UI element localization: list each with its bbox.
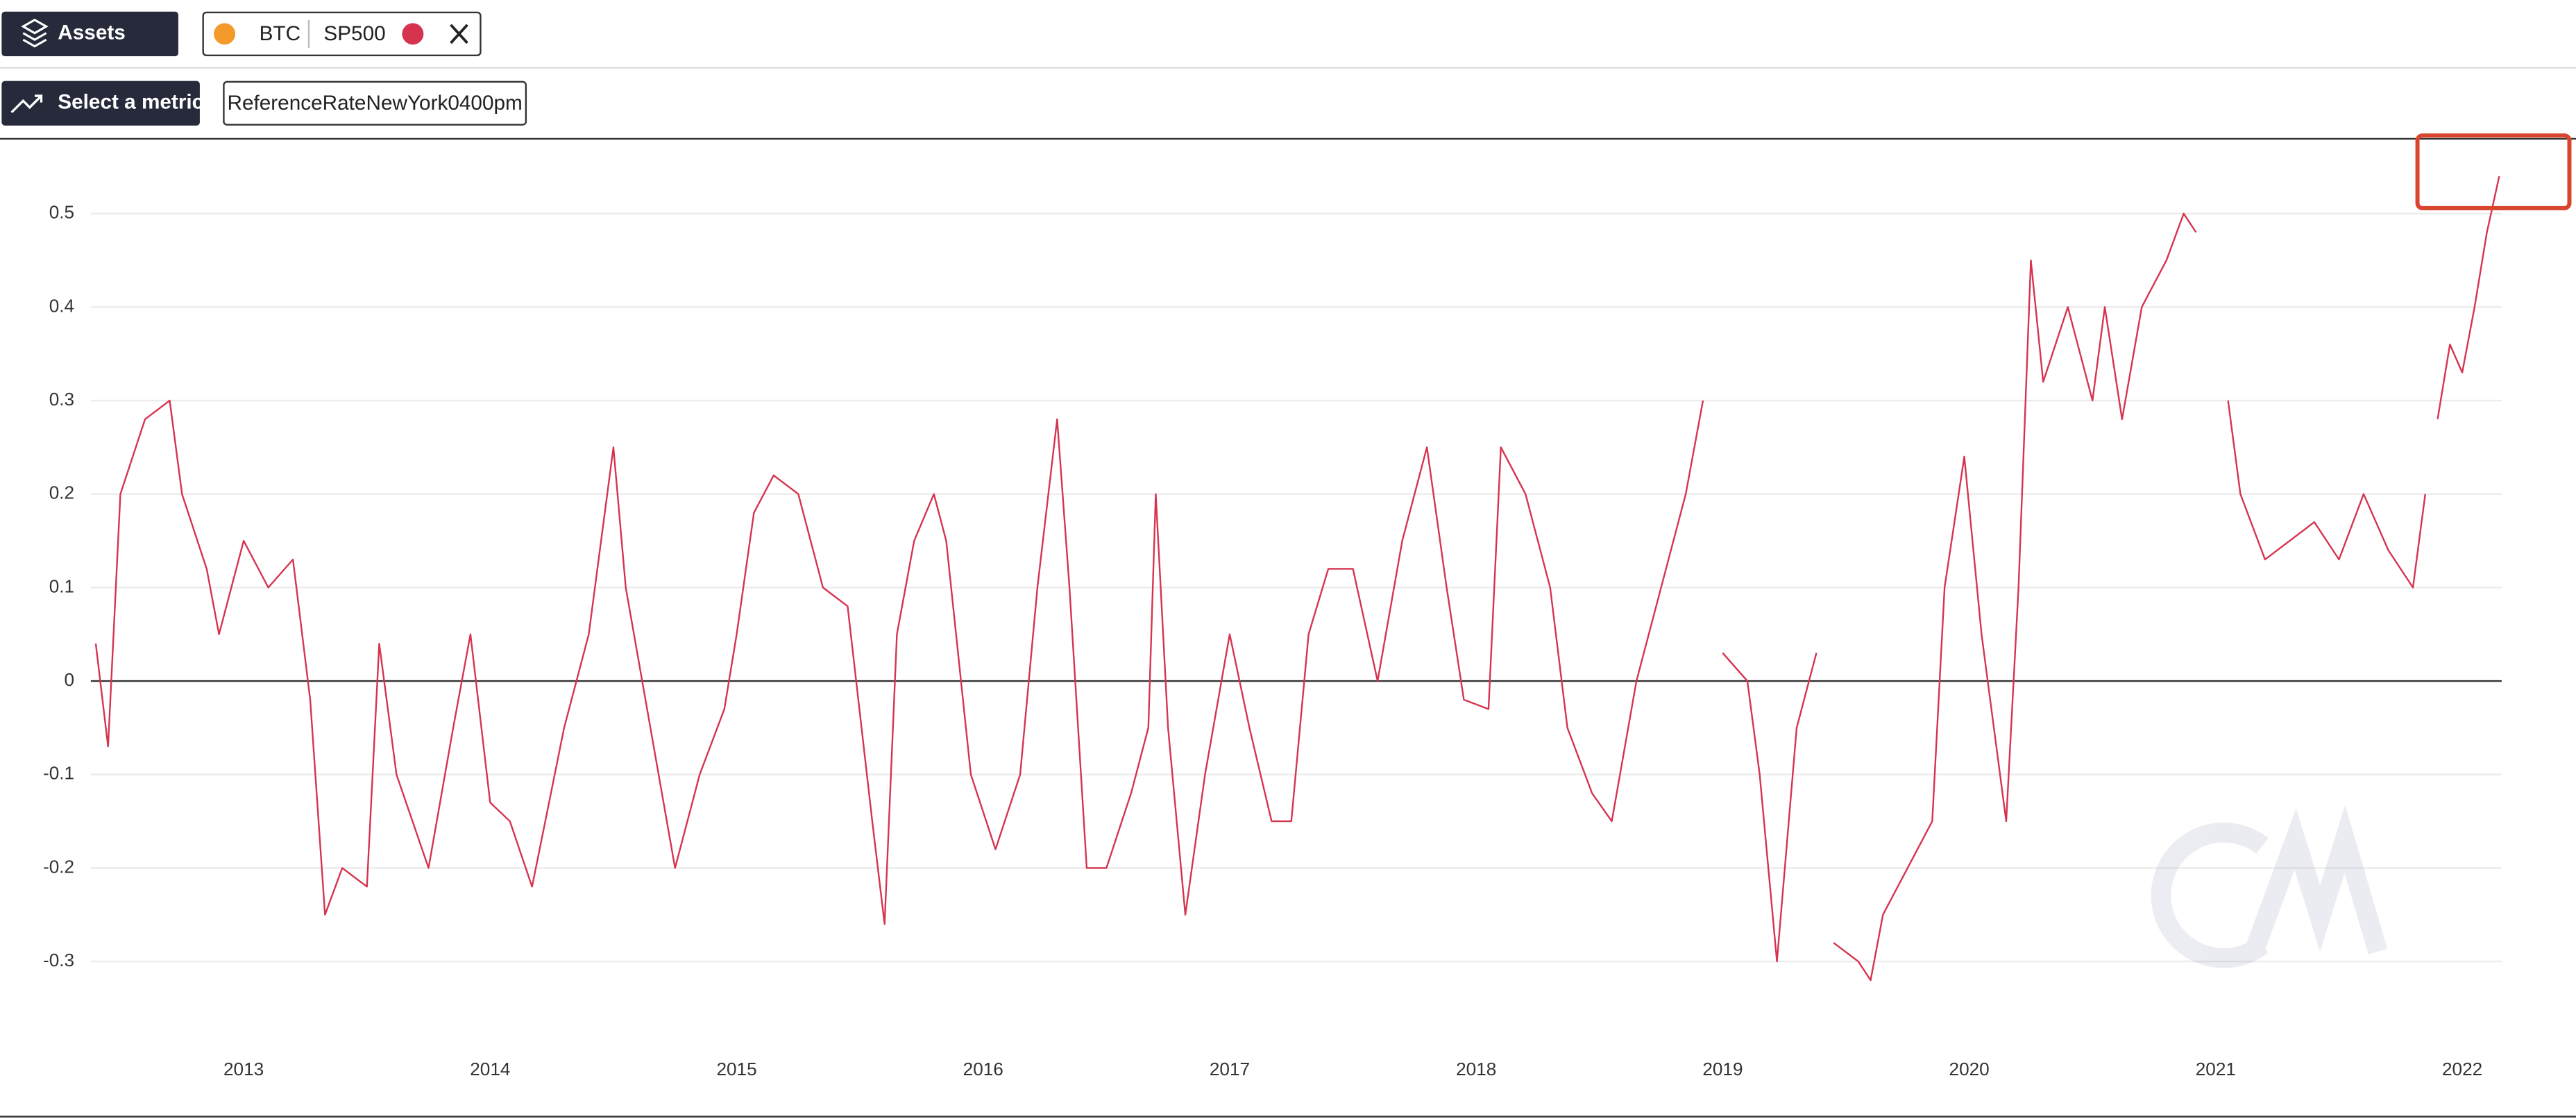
x-tick-label: 2015	[716, 1059, 756, 1079]
assets-button[interactable]	[1, 11, 178, 56]
x-tick-label: 2018	[1456, 1059, 1496, 1079]
x-tick-label: 2022	[2442, 1059, 2482, 1079]
y-tick-label: 0.4	[49, 295, 74, 316]
y-tick-label: -0.2	[43, 856, 74, 877]
y-tick-label: -0.1	[43, 763, 74, 784]
asset-name: BTC	[260, 22, 300, 45]
x-tick-label: 2013	[223, 1059, 264, 1079]
watermark	[2151, 805, 2388, 968]
data-line	[94, 176, 2500, 982]
highlight-box	[2415, 133, 2572, 210]
btc-icon	[214, 23, 236, 45]
x-tick-label: 2016	[963, 1059, 1003, 1079]
y-tick-label: 0.1	[49, 575, 74, 596]
x-tick-label: 2020	[1949, 1059, 1990, 1079]
asset-name: SP500	[323, 22, 385, 45]
metric-button[interactable]	[1, 81, 200, 126]
metric-button-label: Select a metric	[58, 91, 203, 114]
y-tick-label: 0.2	[49, 482, 74, 503]
sp500-icon	[402, 23, 424, 45]
x-tick-label: 2021	[2196, 1059, 2236, 1079]
remove-button[interactable]	[450, 24, 468, 44]
layers-icon	[21, 18, 49, 48]
assets-button-label: Assets	[58, 22, 126, 44]
y-tick-label: 0.3	[49, 389, 74, 410]
metric-box[interactable]	[223, 81, 527, 126]
x-tick-label: 2019	[1702, 1059, 1743, 1079]
y-tick-label: 0.5	[49, 202, 74, 223]
x-tick-label: 2014	[470, 1059, 510, 1079]
x-tick-label: 2017	[1210, 1059, 1250, 1079]
trend-icon	[10, 94, 43, 114]
metric-name: ReferenceRateNewYork0400pm	[227, 92, 522, 115]
plot: -0.3 -0.2 -0.1 0 0.1 0.2 0.3 0.4 0.5 2013 2014 2015…	[43, 176, 2502, 1079]
y-tick-label: 0	[65, 669, 75, 690]
toolbar: Assets BTC SP500 Select a metric Referen…	[0, 11, 2576, 1118]
asset-chip-box	[202, 11, 482, 56]
y-tick-label: -0.3	[43, 950, 74, 970]
